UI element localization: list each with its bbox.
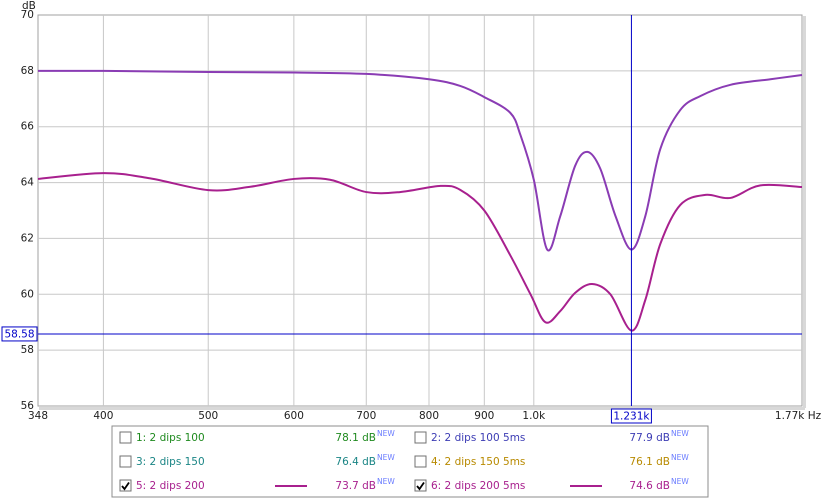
legend-reading: 77.9 dB: [629, 432, 670, 444]
y-tick-label: 60: [21, 288, 34, 300]
legend-checkbox[interactable]: [414, 479, 427, 492]
legend-label: 5: 2 dips 200: [136, 480, 205, 492]
x-tick-label: 1.77k Hz: [775, 410, 821, 422]
legend-badge: NEW: [377, 477, 395, 486]
x-tick-label: 700: [356, 410, 376, 422]
legend-badge: NEW: [377, 429, 395, 438]
legend-badge: NEW: [671, 453, 689, 462]
legend-label: 2: 2 dips 100 5ms: [431, 432, 525, 444]
x-tick-label: 900: [474, 410, 494, 422]
y-tick-label: 64: [21, 177, 35, 189]
cursor-y-box: [1, 326, 38, 342]
y-tick-label: 70: [21, 9, 34, 21]
cursor-x-label: 1.231k: [613, 411, 650, 423]
legend-badge: NEW: [377, 453, 395, 462]
legend-checkmark: [416, 481, 425, 491]
series-line: [37, 69, 803, 252]
x-tick-label: 400: [93, 410, 113, 422]
plot-shadow: [39, 407, 805, 410]
y-tick-label: 68: [21, 65, 34, 77]
legend-label: 6: 2 dips 200 5ms: [431, 480, 525, 492]
legend-checkbox[interactable]: [119, 431, 132, 444]
plot-shadow: [803, 16, 806, 408]
series-line: [37, 172, 803, 332]
y-tick-label: 66: [21, 121, 35, 133]
legend-reading: 76.1 dB: [629, 456, 670, 468]
legend-panel: [111, 425, 709, 498]
legend-checkmark: [121, 481, 130, 491]
legend-label: 4: 2 dips 150 5ms: [431, 456, 525, 468]
legend-label: 3: 2 dips 150: [136, 456, 205, 468]
legend-reading: 73.7 dB: [335, 480, 376, 492]
legend-checkbox[interactable]: [119, 479, 132, 492]
x-tick-label: 348: [28, 410, 48, 422]
legend-badge: NEW: [671, 429, 689, 438]
legend-checkbox[interactable]: [414, 455, 427, 468]
x-tick-label: 800: [419, 410, 439, 422]
x-tick-label: 500: [198, 410, 218, 422]
legend-badge: NEW: [671, 477, 689, 486]
cursor-y-label: 58.58: [4, 328, 34, 340]
legend-reading: 78.1 dB: [335, 432, 376, 444]
x-tick-label: 600: [284, 410, 304, 422]
y-axis-label: dB: [22, 0, 36, 12]
y-tick-label: 58: [21, 344, 34, 356]
x-tick-label: 1.0k: [522, 410, 546, 422]
legend-reading: 74.6 dB: [629, 480, 670, 492]
cursor-x-box: [610, 408, 652, 424]
legend-checkbox[interactable]: [414, 431, 427, 444]
legend-label: 1: 2 dips 100: [136, 432, 205, 444]
legend-checkbox[interactable]: [119, 455, 132, 468]
legend-reading: 76.4 dB: [335, 456, 376, 468]
plot-area: [37, 14, 803, 407]
y-tick-label: 62: [21, 232, 34, 244]
y-tick-label: 56: [21, 400, 35, 412]
